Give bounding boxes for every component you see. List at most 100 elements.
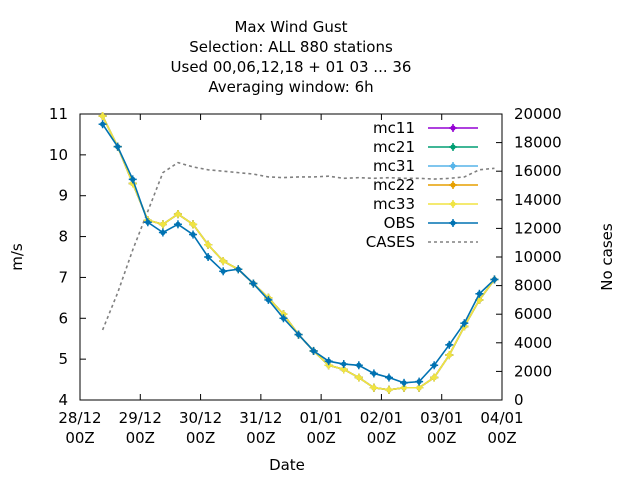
data-point-obs [460, 319, 469, 328]
x-axis-label: Date [269, 456, 305, 474]
x-tick-label-date: 01/01 [300, 409, 343, 427]
plot-frame [79, 113, 503, 401]
y2-tick-label: 4000 [514, 334, 552, 352]
data-point-obs [490, 275, 499, 284]
series-line-cases [101, 161, 495, 331]
x-axis: 28/12 00Z 29/12 00Z 30/12 00Z 31/12 00Z 01/01 00Z… [58, 114, 524, 447]
data-point-obs [173, 220, 182, 229]
data-point-mc33 [98, 112, 107, 121]
x-tick-label-hour: 00Z [186, 429, 215, 447]
data-point-mc33 [189, 220, 198, 229]
data-point-obs [475, 289, 484, 298]
x-tick-label-hour: 00Z [427, 429, 456, 447]
data-point-mc33 [339, 365, 348, 374]
y2-axis: 0 2000 4000 6000 8000 10000 12000 14000 16000 180… [496, 105, 562, 409]
data-point-obs [189, 230, 198, 239]
data-point-obs [384, 373, 393, 382]
y2-tick-label: 18000 [514, 134, 562, 152]
y2-axis-label: No cases [598, 223, 616, 291]
x-tick-label-date: 30/12 [179, 409, 222, 427]
chart-title-line: Averaging window: 6h [208, 78, 373, 96]
chart-title-line: Used 00,06,12,18 + 01 03 ... 36 [171, 58, 412, 76]
legend-marker-mc11 [449, 124, 457, 132]
data-point-obs [98, 120, 107, 129]
series-line-obs [101, 123, 496, 384]
chart-title-line: Max Wind Gust [234, 18, 347, 36]
data-point-obs [339, 360, 348, 369]
y-tick-label: 7 [58, 268, 68, 286]
data-point-mc33 [415, 383, 424, 392]
data-point-obs [128, 175, 137, 184]
legend-label-mc31: mc31 [373, 157, 415, 175]
data-point-mc33 [173, 210, 182, 219]
x-tick-label-date: 03/01 [420, 409, 463, 427]
data-point-mc33 [445, 351, 454, 360]
series-line-mc21 [101, 115, 496, 391]
data-point-mc33 [430, 373, 439, 382]
data-point-obs [219, 267, 228, 276]
legend-label-cases: CASES [366, 233, 415, 251]
data-point-obs [204, 253, 213, 261]
legend-label-mc11: mc11 [373, 119, 415, 137]
x-tick-label-hour: 00Z [65, 429, 94, 447]
data-point-mc33 [369, 383, 378, 392]
legend-marker-mc22 [449, 181, 457, 189]
y2-tick-label: 20000 [514, 105, 562, 123]
data-point-obs [369, 369, 378, 378]
y2-tick-label: 14000 [514, 191, 562, 209]
series-mc33 [98, 112, 499, 394]
data-point-obs [279, 314, 288, 323]
y2-tick-label: 2000 [514, 362, 552, 380]
legend-label-mc33: mc33 [373, 195, 415, 213]
x-tick-label-hour: 00Z [367, 429, 396, 447]
data-point-obs [354, 361, 363, 370]
x-tick-label-hour: 00Z [246, 429, 275, 447]
data-point-obs [445, 340, 454, 349]
y2-tick-label: 12000 [514, 219, 562, 237]
y-axis-label: m/s [8, 243, 26, 271]
data-point-obs [158, 228, 167, 237]
chart-title: Max Wind Gust Selection: ALL 880 stations… [171, 18, 412, 96]
data-point-obs [234, 265, 243, 274]
data-point-obs [324, 357, 333, 366]
x-tick-label-date: 02/01 [360, 409, 403, 427]
x-tick-label-date: 28/12 [58, 409, 101, 427]
x-tick-label-date: 04/01 [480, 409, 523, 427]
y-axis: 4 5 6 7 8 9 10 11 [49, 105, 86, 409]
y2-tick-label: 10000 [514, 248, 562, 266]
data-point-mc33 [204, 240, 213, 249]
series-mc11 [98, 112, 499, 394]
legend-label-mc21: mc21 [373, 138, 415, 156]
x-tick-label-hour: 00Z [487, 429, 516, 447]
legend-marker-obs [449, 219, 457, 227]
data-point-obs [249, 279, 258, 288]
series-mc21 [98, 112, 499, 394]
data-point-obs [430, 361, 439, 370]
series-layer [98, 112, 499, 394]
series-line-mc11 [101, 115, 496, 391]
x-tick-label-date: 31/12 [239, 409, 282, 427]
y-tick-label: 10 [49, 146, 68, 164]
series-line-mc22 [101, 115, 496, 391]
x-tick-label-hour: 00Z [126, 429, 155, 447]
y-tick-label: 9 [58, 187, 68, 205]
data-point-obs [113, 142, 122, 151]
y2-tick-label: 8000 [514, 277, 552, 295]
data-point-mc33 [219, 257, 228, 266]
data-point-mc33 [384, 385, 393, 394]
x-tick-label-date: 29/12 [119, 409, 162, 427]
x-tick-label-hour: 00Z [306, 429, 335, 447]
y-tick-label: 8 [58, 228, 68, 246]
data-point-obs [264, 295, 273, 304]
series-mc22 [98, 112, 499, 394]
chart-title-line: Selection: ALL 880 stations [189, 38, 393, 56]
data-point-mc33 [158, 220, 167, 229]
data-point-obs [309, 346, 318, 355]
legend-marker-mc21 [449, 143, 457, 151]
legend-label-obs: OBS [384, 214, 415, 232]
legend-marker-mc31 [449, 162, 457, 170]
data-point-mc33 [354, 373, 363, 382]
y-tick-label: 4 [58, 391, 68, 409]
data-point-obs [400, 378, 409, 387]
